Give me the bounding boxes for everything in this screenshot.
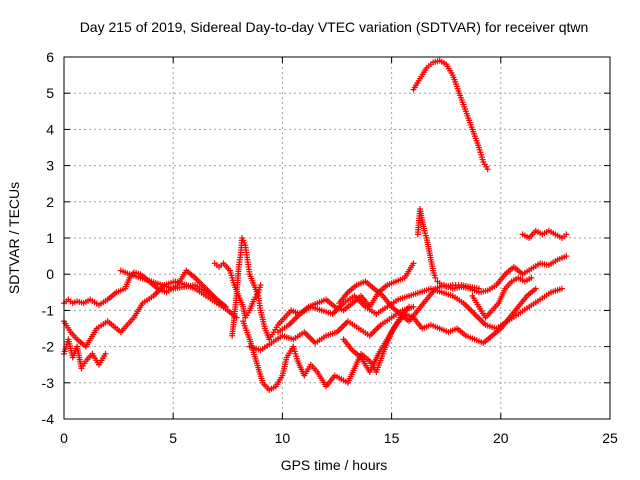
x-axis-label: GPS time / hours — [281, 457, 388, 473]
series-arc-13 — [414, 206, 482, 292]
data-point — [532, 285, 539, 292]
y-tick-label: 4 — [46, 121, 54, 137]
y-tick-label: 1 — [46, 230, 54, 246]
series-arc-4 — [117, 267, 229, 310]
x-tick-label: 0 — [60, 430, 68, 446]
data-point — [528, 274, 535, 281]
data-point — [222, 303, 229, 310]
y-tick-label: 6 — [46, 49, 54, 65]
plot-frame — [63, 56, 611, 420]
data-point — [484, 166, 491, 173]
data-point — [257, 282, 264, 289]
data-point — [558, 285, 565, 292]
series-arc-11 — [340, 285, 539, 375]
data-point — [475, 285, 482, 292]
y-tick-label: 0 — [46, 266, 54, 282]
series-arc-15 — [469, 274, 535, 321]
series-arc-9 — [275, 285, 565, 336]
x-tick-label: 5 — [169, 430, 177, 446]
y-tick-label: 5 — [46, 85, 54, 101]
x-tick-label: 25 — [602, 430, 618, 446]
y-tick-label: -1 — [42, 302, 55, 318]
y-tick-label: -3 — [42, 375, 55, 391]
series-arc-12 — [410, 57, 491, 173]
data-point — [563, 231, 570, 238]
x-tick-label: 20 — [493, 430, 509, 446]
series-arc-14 — [519, 227, 570, 241]
grid-lines — [64, 57, 610, 419]
y-tick-label: -4 — [42, 411, 55, 427]
data-point — [410, 303, 417, 310]
y-tick-label: 2 — [46, 194, 54, 210]
y-tick-label: 3 — [46, 158, 54, 174]
x-tick-label: 15 — [384, 430, 400, 446]
chart-title: Day 215 of 2019, Sidereal Day-to-day VTE… — [80, 19, 589, 35]
data-point — [410, 260, 417, 267]
series-arc-8 — [246, 303, 417, 354]
data-point — [102, 350, 109, 357]
data-point — [432, 274, 439, 281]
y-axis-label: SDTVAR / TECUs — [6, 182, 22, 294]
x-tick-label: 10 — [275, 430, 291, 446]
y-tick-label: -2 — [42, 339, 55, 355]
data-points — [61, 57, 570, 394]
axis-ticks: 0 5 10 15 20 25 -4 -3 -2 -1 0 1 2 3 4 5 6 — [42, 49, 618, 446]
data-point — [563, 253, 570, 260]
